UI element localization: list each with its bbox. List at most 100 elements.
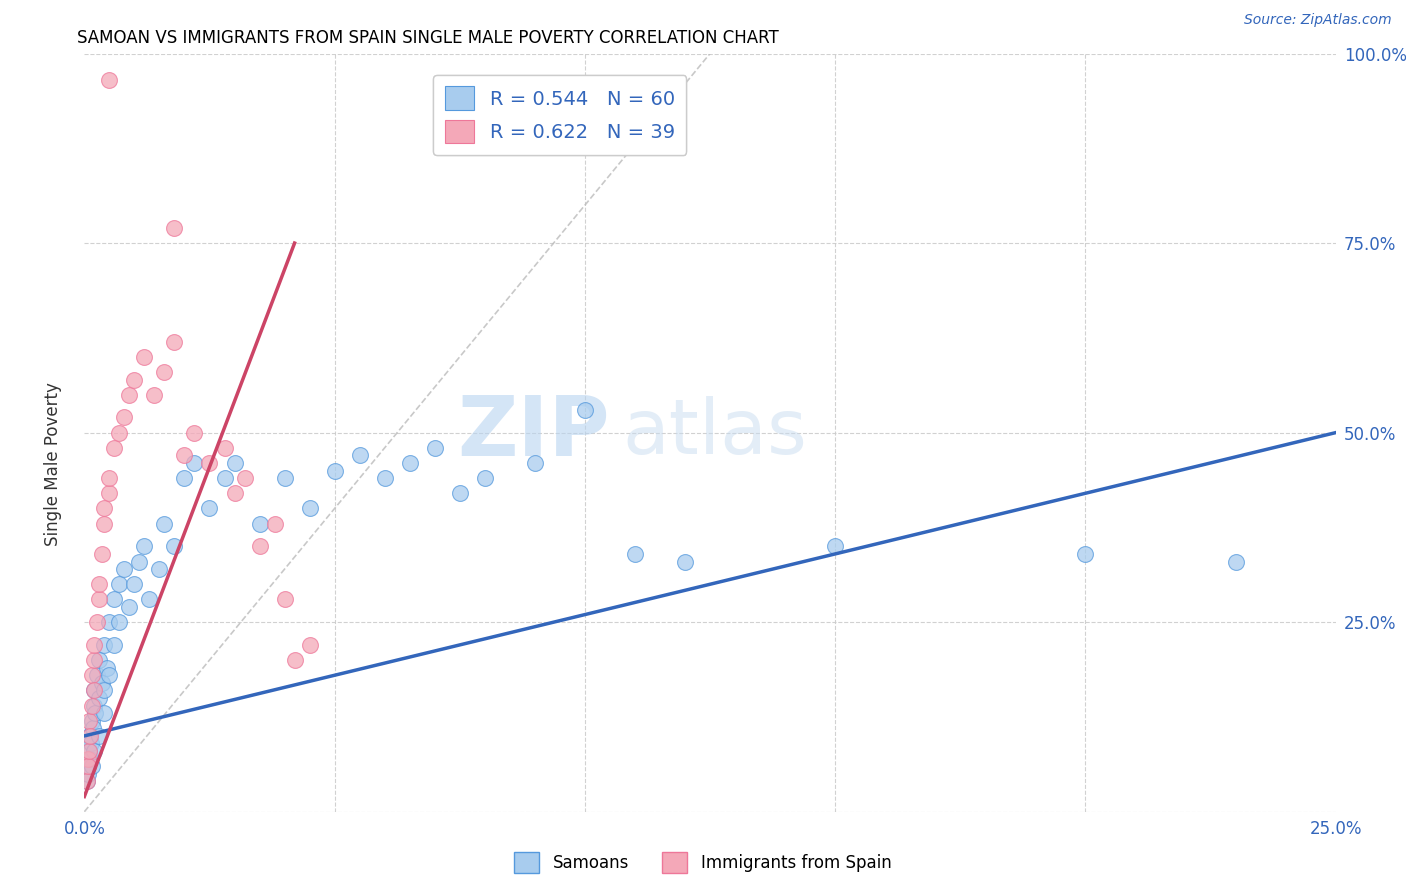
Point: [108, 577, 131, 591]
Point: [173, 471, 195, 485]
Point: [134, 350, 156, 364]
Point: [183, 456, 205, 470]
Legend: Samoans, Immigrants from Spain: Samoans, Immigrants from Spain: [508, 846, 898, 880]
Point: [96, 660, 118, 675]
Point: [103, 638, 125, 652]
Point: [76, 751, 98, 765]
Text: ZIP: ZIP: [457, 392, 610, 473]
Point: [118, 600, 141, 615]
Point: [83, 638, 105, 652]
Point: [83, 698, 105, 713]
Point: [249, 539, 271, 553]
Point: [163, 334, 186, 349]
Point: [398, 456, 420, 470]
Point: [98, 668, 121, 682]
Point: [449, 486, 471, 500]
Text: Source: ZipAtlas.com: Source: ZipAtlas.com: [1244, 13, 1392, 28]
Point: [474, 471, 496, 485]
Point: [523, 456, 546, 470]
Point: [93, 516, 115, 531]
Text: Single Male Poverty: Single Male Poverty: [45, 382, 62, 546]
Point: [83, 653, 105, 667]
Point: [163, 221, 186, 235]
Point: [103, 441, 125, 455]
Point: [163, 539, 186, 553]
Point: [233, 471, 256, 485]
Point: [98, 73, 121, 87]
Point: [98, 615, 121, 630]
Point: [98, 486, 121, 500]
Point: [153, 516, 176, 531]
Point: [108, 425, 131, 440]
Point: [224, 486, 246, 500]
Point: [83, 683, 105, 698]
Point: [80, 737, 103, 751]
Point: [79, 714, 101, 728]
Point: [86, 615, 108, 630]
Point: [80, 668, 103, 682]
Point: [153, 365, 176, 379]
Point: [79, 729, 101, 743]
Point: [1074, 547, 1097, 561]
Point: [298, 638, 321, 652]
Point: [349, 449, 371, 463]
Point: [273, 592, 295, 607]
Point: [84, 706, 107, 721]
Point: [76, 774, 98, 789]
Point: [108, 615, 131, 630]
Point: [118, 387, 141, 401]
Point: [124, 373, 146, 387]
Point: [423, 441, 446, 455]
Text: atlas: atlas: [623, 396, 807, 469]
Text: SAMOAN VS IMMIGRANTS FROM SPAIN SINGLE MALE POVERTY CORRELATION CHART: SAMOAN VS IMMIGRANTS FROM SPAIN SINGLE M…: [77, 29, 779, 46]
Point: [198, 501, 221, 516]
Point: [298, 501, 321, 516]
Point: [183, 425, 205, 440]
Point: [112, 562, 135, 576]
Point: [93, 683, 115, 698]
Point: [824, 539, 846, 553]
Point: [112, 410, 135, 425]
Point: [79, 751, 101, 765]
Point: [79, 744, 101, 758]
Point: [1225, 554, 1247, 569]
Point: [86, 668, 108, 682]
Point: [82, 721, 104, 735]
Point: [98, 471, 121, 485]
Point: [263, 516, 285, 531]
Point: [89, 653, 111, 667]
Point: [93, 638, 115, 652]
Point: [89, 691, 111, 706]
Point: [89, 577, 111, 591]
Point: [198, 456, 221, 470]
Point: [224, 456, 246, 470]
Point: [77, 767, 100, 781]
Point: [79, 729, 101, 743]
Point: [214, 441, 236, 455]
Point: [138, 592, 160, 607]
Point: [93, 706, 115, 721]
Point: [90, 676, 112, 690]
Point: [673, 554, 696, 569]
Point: [93, 501, 115, 516]
Point: [624, 547, 647, 561]
Point: [148, 562, 170, 576]
Point: [83, 683, 105, 698]
Point: [143, 387, 166, 401]
Point: [284, 653, 307, 667]
Point: [273, 471, 295, 485]
Point: [103, 592, 125, 607]
Point: [89, 592, 111, 607]
Point: [80, 759, 103, 773]
Point: [80, 714, 103, 728]
Point: [134, 539, 156, 553]
Point: [83, 744, 105, 758]
Point: [89, 729, 111, 743]
Point: [90, 547, 112, 561]
Point: [128, 554, 150, 569]
Point: [374, 471, 396, 485]
Point: [80, 698, 103, 713]
Point: [214, 471, 236, 485]
Point: [323, 464, 346, 478]
Point: [79, 744, 101, 758]
